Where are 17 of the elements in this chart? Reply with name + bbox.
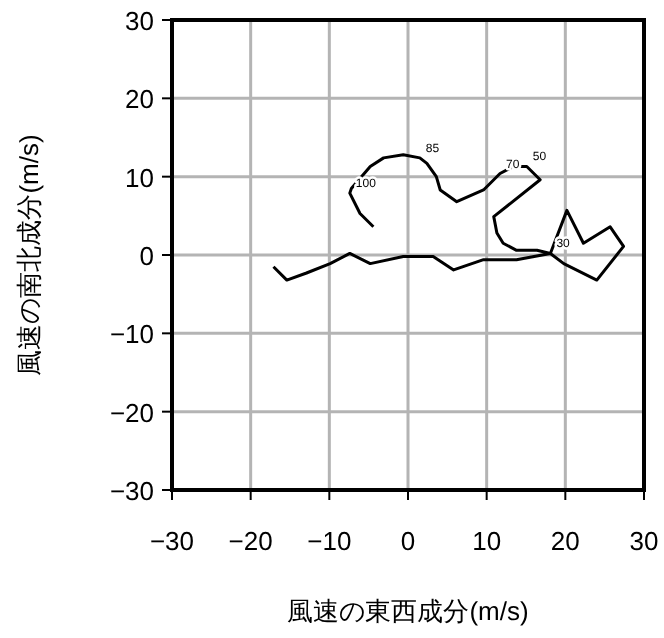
x-axis-title: 風速の東西成分(m/s) xyxy=(287,596,529,626)
x-tick-label: 20 xyxy=(550,526,580,556)
x-tick-label: 0 xyxy=(400,526,416,556)
y-tick-label: −20 xyxy=(109,397,154,428)
x-tick-label: 30 xyxy=(629,526,659,556)
y-tick-label: 30 xyxy=(125,6,154,36)
y-tick-label: −10 xyxy=(109,319,154,350)
x-tick-label: −20 xyxy=(228,526,273,556)
y-tick-label: −30 xyxy=(109,476,154,506)
x-tick-label: −10 xyxy=(307,526,352,556)
y-tick-label: 20 xyxy=(125,84,154,115)
x-tick-label: 10 xyxy=(472,526,502,556)
y-axis-title: 風速の南北成分(m/s) xyxy=(14,134,44,376)
y-tick-label: 10 xyxy=(125,162,154,193)
y-tick-label: 0 xyxy=(139,241,154,271)
x-tick-label: −30 xyxy=(149,526,195,556)
line-series xyxy=(271,153,626,282)
